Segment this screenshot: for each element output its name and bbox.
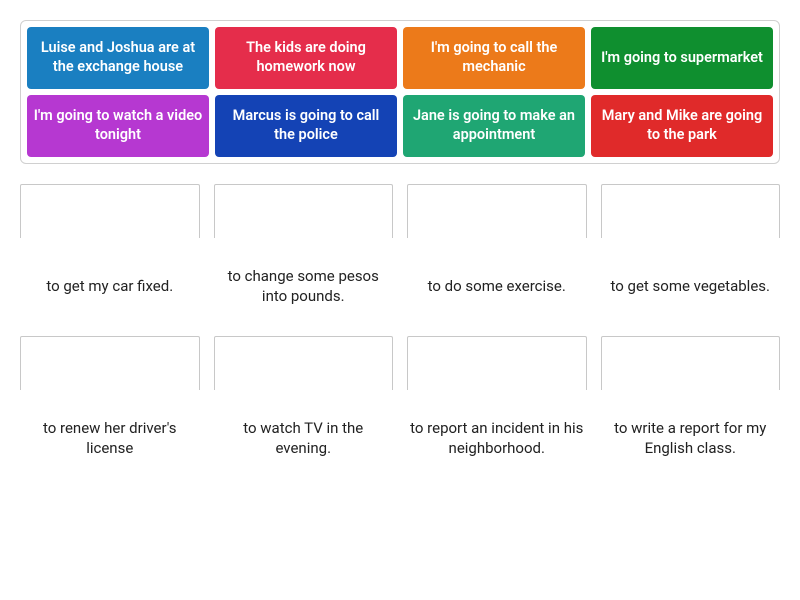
- drop-zone[interactable]: [601, 336, 781, 390]
- target-slot-watch-tv: to watch TV in the evening.: [214, 336, 394, 470]
- draggable-cards-panel: Luise and Joshua are at the exchange hou…: [20, 20, 780, 164]
- card-call-mechanic[interactable]: I'm going to call the mechanic: [403, 27, 585, 89]
- card-watch-video[interactable]: I'm going to watch a video tonight: [27, 95, 209, 157]
- target-label: to do some exercise.: [426, 238, 568, 318]
- card-call-police[interactable]: Marcus is going to call the police: [215, 95, 397, 157]
- target-label: to get my car fixed.: [44, 238, 175, 318]
- target-label: to renew her driver's license: [20, 390, 200, 470]
- drop-zone[interactable]: [407, 336, 587, 390]
- target-label: to get some vegetables.: [609, 238, 772, 318]
- target-label: to watch TV in the evening.: [214, 390, 394, 470]
- target-slot-vegetables: to get some vegetables.: [601, 184, 781, 318]
- target-label: to report an incident in his neighborhoo…: [407, 390, 587, 470]
- drop-targets-grid: to get my car fixed. to change some peso…: [20, 184, 780, 470]
- card-mary-mike-park[interactable]: Mary and Mike are going to the park: [591, 95, 773, 157]
- target-slot-car-fixed: to get my car fixed.: [20, 184, 200, 318]
- card-supermarket[interactable]: I'm going to supermarket: [591, 27, 773, 89]
- drop-zone[interactable]: [601, 184, 781, 238]
- target-slot-renew-license: to renew her driver's license: [20, 336, 200, 470]
- drop-zone[interactable]: [407, 184, 587, 238]
- drop-zone[interactable]: [214, 184, 394, 238]
- card-exchange-house[interactable]: Luise and Joshua are at the exchange hou…: [27, 27, 209, 89]
- target-slot-exercise: to do some exercise.: [407, 184, 587, 318]
- target-slot-english-report: to write a report for my English class.: [601, 336, 781, 470]
- target-slot-report-incident: to report an incident in his neighborhoo…: [407, 336, 587, 470]
- target-label: to write a report for my English class.: [601, 390, 781, 470]
- card-jane-appointment[interactable]: Jane is going to make an appointment: [403, 95, 585, 157]
- card-kids-homework[interactable]: The kids are doing homework now: [215, 27, 397, 89]
- drop-zone[interactable]: [20, 336, 200, 390]
- target-label: to change some pesos into pounds.: [214, 238, 394, 318]
- drop-zone[interactable]: [214, 336, 394, 390]
- target-slot-change-pesos: to change some pesos into pounds.: [214, 184, 394, 318]
- drop-zone[interactable]: [20, 184, 200, 238]
